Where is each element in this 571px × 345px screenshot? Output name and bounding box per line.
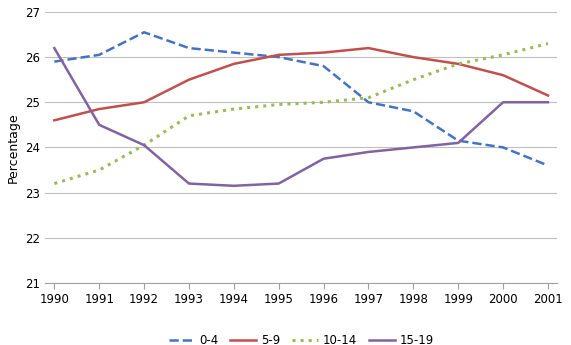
0-4: [96, 53, 103, 57]
5-9: [231, 62, 238, 66]
0-4: [231, 50, 238, 55]
15-19: [500, 100, 506, 104]
15-19: [140, 143, 147, 147]
0-4: [186, 46, 192, 50]
15-19: [365, 150, 372, 154]
Line: 0-4: 0-4: [54, 32, 548, 166]
10-14: [275, 102, 282, 107]
10-14: [500, 53, 506, 57]
10-14: [231, 107, 238, 111]
5-9: [275, 53, 282, 57]
10-14: [320, 100, 327, 104]
15-19: [231, 184, 238, 188]
5-9: [96, 107, 103, 111]
10-14: [455, 62, 461, 66]
15-19: [320, 157, 327, 161]
15-19: [275, 181, 282, 186]
Y-axis label: Percentage: Percentage: [7, 112, 20, 183]
5-9: [365, 46, 372, 50]
Legend: 0-4, 5-9, 10-14, 15-19: 0-4, 5-9, 10-14, 15-19: [164, 329, 439, 345]
15-19: [410, 145, 417, 149]
15-19: [545, 100, 552, 104]
0-4: [365, 100, 372, 104]
0-4: [545, 164, 552, 168]
0-4: [410, 109, 417, 114]
10-14: [96, 168, 103, 172]
15-19: [51, 46, 58, 50]
10-14: [51, 181, 58, 186]
0-4: [140, 30, 147, 34]
5-9: [140, 100, 147, 104]
10-14: [140, 143, 147, 147]
10-14: [545, 41, 552, 46]
15-19: [455, 141, 461, 145]
0-4: [500, 145, 506, 149]
5-9: [320, 50, 327, 55]
15-19: [186, 181, 192, 186]
10-14: [365, 96, 372, 100]
0-4: [275, 55, 282, 59]
5-9: [51, 118, 58, 122]
5-9: [410, 55, 417, 59]
0-4: [51, 60, 58, 64]
5-9: [500, 73, 506, 77]
10-14: [186, 114, 192, 118]
Line: 10-14: 10-14: [54, 43, 548, 184]
Line: 15-19: 15-19: [54, 48, 548, 186]
Line: 5-9: 5-9: [54, 48, 548, 120]
10-14: [410, 78, 417, 82]
15-19: [96, 123, 103, 127]
5-9: [545, 93, 552, 98]
0-4: [320, 64, 327, 68]
5-9: [186, 78, 192, 82]
5-9: [455, 62, 461, 66]
0-4: [455, 139, 461, 143]
